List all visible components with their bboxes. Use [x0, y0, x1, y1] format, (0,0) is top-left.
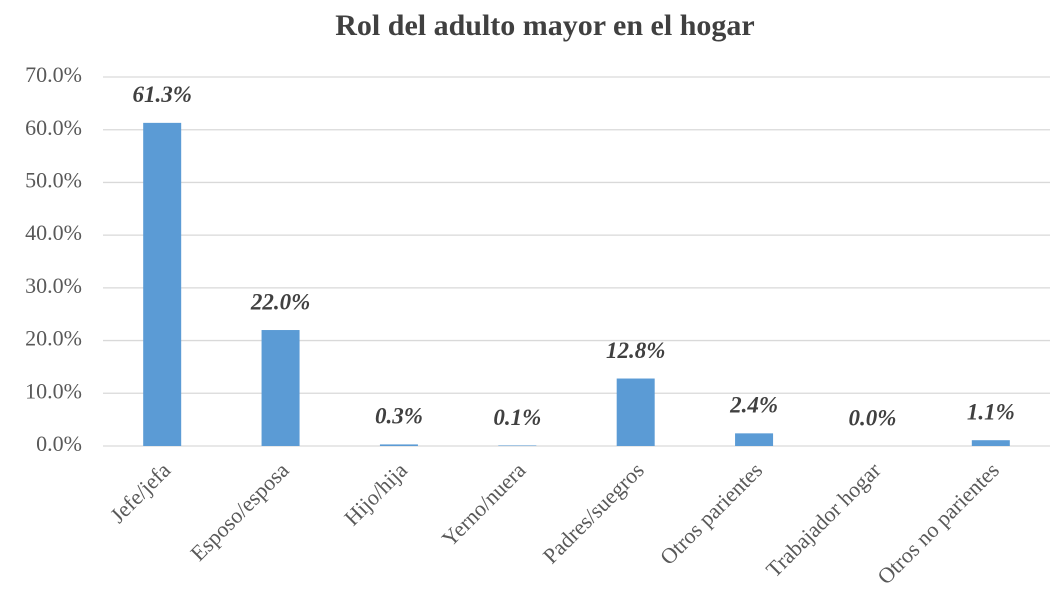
chart-title: Rol del adulto mayor en el hogar: [335, 9, 754, 42]
bar: [143, 122, 182, 447]
x-tick-label: Jefe/jefa: [105, 457, 176, 528]
y-tick-label: 30.0%: [25, 273, 82, 298]
y-tick-label: 40.0%: [25, 220, 82, 245]
x-tick-label: Trabajador hogar: [761, 457, 886, 582]
bar: [616, 378, 655, 446]
x-tick-label: Yerno/nuera: [437, 457, 531, 551]
bar: [498, 445, 537, 446]
value-label: 1.1%: [967, 399, 1015, 424]
x-tick-label: Otros parientes: [655, 457, 767, 569]
value-label: 0.3%: [375, 404, 423, 429]
y-tick-label: 10.0%: [25, 378, 82, 403]
bar: [379, 444, 418, 446]
bar: [735, 433, 774, 446]
value-label: 2.4%: [729, 393, 778, 418]
y-tick-label: 60.0%: [25, 115, 82, 140]
x-tick-label: Padres/suegros: [538, 457, 649, 568]
value-label: 22.0%: [250, 289, 310, 314]
x-tick-label: Esposo/esposa: [185, 457, 294, 566]
y-tick-label: 70.0%: [25, 62, 82, 87]
x-tick-label: Otros no parientes: [872, 457, 1004, 589]
value-label: 61.3%: [132, 82, 191, 107]
y-tick-label: 20.0%: [25, 326, 82, 351]
value-label: 12.8%: [606, 338, 665, 363]
y-tick-label: 50.0%: [25, 167, 82, 192]
value-label: 0.0%: [848, 405, 896, 430]
y-tick-label: 0.0%: [36, 431, 82, 456]
bar: [261, 330, 300, 446]
value-label: 0.1%: [493, 405, 541, 430]
bar: [971, 440, 1010, 446]
x-tick-label: Hijo/hija: [339, 457, 412, 530]
